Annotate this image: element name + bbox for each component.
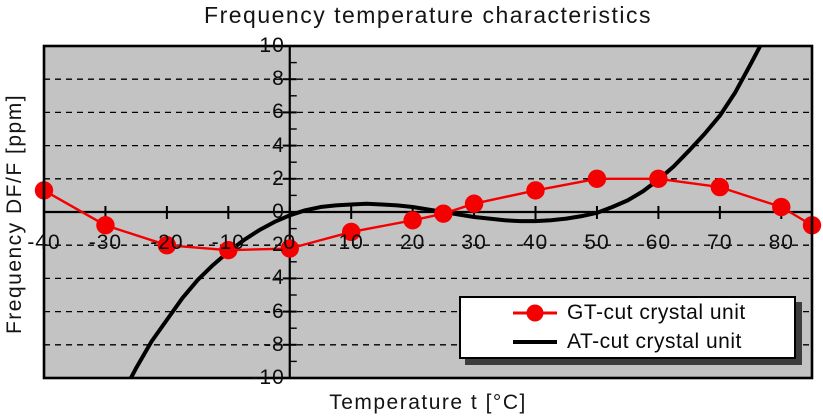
x-tick-label: 60 bbox=[645, 231, 672, 254]
gt-series-marker bbox=[772, 197, 791, 217]
y-tick-label: -8 bbox=[264, 332, 285, 356]
gt-series-marker bbox=[434, 204, 453, 223]
x-axis-title: Temperature t [°C] bbox=[329, 391, 527, 414]
legend-entry-at-cut: AT-cut crystal unit bbox=[513, 329, 794, 355]
y-tick-label: -2 bbox=[264, 233, 285, 257]
legend-label-gt-cut: GT-cut crystal unit bbox=[567, 301, 746, 325]
gt-series-marker bbox=[403, 211, 422, 230]
gt-series-marker bbox=[219, 240, 238, 260]
legend-label-at-cut: AT-cut crystal unit bbox=[567, 329, 742, 353]
x-tick-label: 70 bbox=[707, 231, 733, 254]
x-tick-label: 80 bbox=[768, 231, 794, 254]
gt-series-marker bbox=[526, 181, 545, 200]
gt-series-marker bbox=[96, 216, 115, 235]
chart-title: Frequency temperature characteristics bbox=[204, 2, 652, 28]
x-tick-label: -30 bbox=[88, 231, 123, 254]
x-tick-label: 0 bbox=[283, 231, 297, 254]
legend-entry-gt-cut: GT-cut crystal unit bbox=[513, 300, 794, 326]
legend: GT-cut crystal unit AT-cut crystal unit bbox=[459, 296, 796, 359]
y-axis-title: Frequency DF/F [ppm] bbox=[3, 93, 26, 335]
y-tick-label: 10 bbox=[259, 34, 285, 57]
y-tick-label: -4 bbox=[264, 266, 285, 290]
x-tick-label: -10 bbox=[211, 231, 245, 254]
gt-series-marker bbox=[157, 236, 177, 255]
y-tick-label: -6 bbox=[264, 299, 285, 323]
gt-series-marker bbox=[342, 222, 361, 242]
x-tick-label: 20 bbox=[399, 231, 426, 254]
gt-series-marker bbox=[464, 194, 484, 213]
y-tick-label: 8 bbox=[272, 67, 285, 91]
gt-series-marker bbox=[587, 169, 607, 188]
y-tick-label: 6 bbox=[272, 100, 285, 124]
y-tick-label: 2 bbox=[272, 166, 285, 190]
gt-series-sample-icon bbox=[513, 303, 557, 323]
gt-series-marker bbox=[710, 177, 730, 197]
at-series-sample-icon bbox=[513, 332, 557, 352]
x-tick-label: -40 bbox=[27, 231, 61, 254]
plot-border bbox=[42, 44, 814, 380]
gt-series-marker bbox=[280, 239, 299, 258]
y-tick-label: 0 bbox=[272, 200, 285, 223]
y-tick-label: 4 bbox=[272, 133, 285, 157]
x-tick-label: -20 bbox=[150, 231, 184, 254]
x-tick-label: 10 bbox=[338, 231, 364, 254]
x-tick-label: 40 bbox=[522, 231, 549, 254]
x-tick-label: 50 bbox=[584, 231, 610, 254]
x-tick-label: 30 bbox=[461, 231, 487, 254]
y-tick-label: -10 bbox=[251, 366, 285, 389]
gt-series-marker bbox=[649, 169, 668, 188]
